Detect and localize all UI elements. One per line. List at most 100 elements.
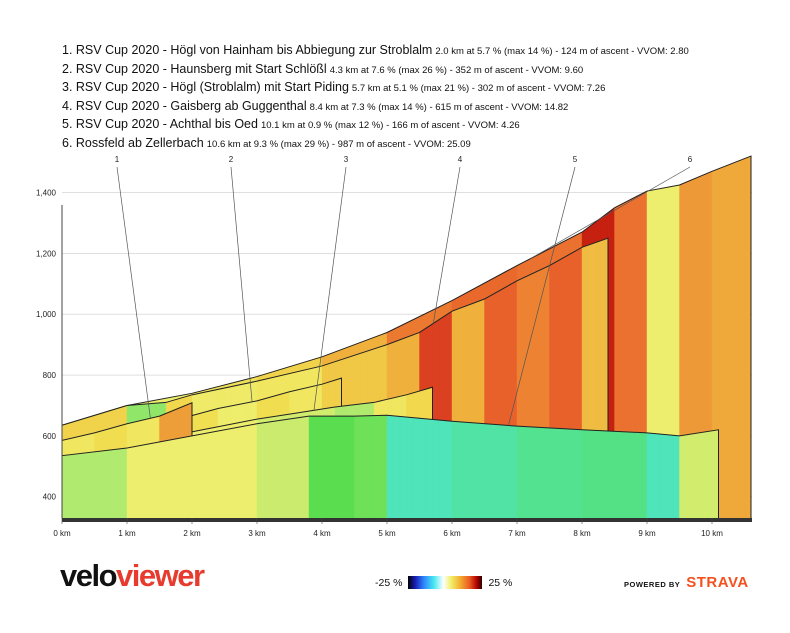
profile-segment	[178, 436, 186, 519]
profile-segment	[419, 418, 427, 519]
profile-segment	[341, 415, 349, 519]
y-tick-label: 1,400	[36, 189, 57, 198]
profile-segment	[575, 429, 583, 519]
strava-logo: STRAVA	[686, 574, 749, 591]
profile-segment	[126, 446, 134, 519]
legend-item-title: 6. Rossfeld ab Zellerbach	[62, 135, 204, 150]
x-tick-label: 6 km	[443, 529, 461, 538]
x-tick-label: 2 km	[183, 529, 201, 538]
profile-segment	[321, 415, 329, 519]
profile-segment	[646, 432, 654, 519]
y-tick-label: 400	[43, 493, 57, 502]
profile-segment	[133, 445, 141, 519]
profile-segment	[464, 422, 472, 519]
profile-segment	[653, 433, 661, 519]
x-tick-label: 4 km	[313, 529, 331, 538]
leader-line	[432, 166, 461, 324]
legend-item-title: 1. RSV Cup 2020 - Högl von Hainham bis A…	[62, 43, 433, 57]
profile-segment	[731, 160, 739, 519]
profile-segment	[152, 441, 160, 519]
legend-list: 1. RSV Cup 2020 - Högl von Hainham bis A…	[62, 42, 689, 153]
profile-segment	[445, 420, 453, 519]
profile-segment	[568, 428, 576, 519]
profile-segment	[711, 429, 719, 519]
scale-max-label: 25 %	[488, 576, 513, 589]
y-tick-label: 800	[43, 371, 57, 380]
profile-segment	[217, 429, 225, 519]
legend-item-title: 4. RSV Cup 2020 - Gaisberg ab Guggenthal	[62, 98, 307, 113]
legend-item-stats: 8.4 km at 7.3 % (max 14 %) - 615 m of as…	[309, 101, 569, 113]
profile-segment	[256, 422, 264, 519]
x-tick-label: 9 km	[638, 529, 656, 538]
profile-segment	[438, 419, 446, 519]
profile-segment	[529, 426, 537, 519]
profile-segment	[497, 424, 505, 519]
profile-segment	[523, 426, 531, 519]
veloviewer-logo: veloviewer	[60, 558, 205, 593]
profile-5	[61, 414, 719, 519]
profile-segment	[536, 427, 544, 519]
profile-segment	[516, 425, 524, 519]
profile-segment	[627, 431, 635, 519]
legend-item: 6. Rossfeld ab Zellerbach 10.6 km at 9.3 …	[62, 135, 689, 154]
y-tick-label: 1,200	[36, 249, 57, 258]
x-tick-label: 0 km	[53, 529, 71, 538]
profile-segment	[484, 423, 492, 519]
series-index-label: 6	[688, 155, 693, 164]
scale-min-label: -25 %	[375, 576, 403, 589]
profile-segment	[724, 163, 732, 519]
profile-segment	[68, 453, 76, 519]
profile-segment	[204, 431, 212, 519]
profile-segment	[191, 434, 199, 519]
profile-segment	[295, 416, 303, 519]
profile-segment	[211, 430, 219, 519]
profile-segment	[237, 425, 245, 519]
profile-segment	[100, 450, 108, 519]
profile-segment	[282, 418, 290, 519]
x-tick-label: 7 km	[508, 529, 526, 538]
legend-item-title: 3. RSV Cup 2020 - Högl (Stroblalm) mit S…	[62, 80, 349, 94]
profile-segment	[425, 418, 433, 519]
profile-segment	[555, 428, 563, 519]
profile-segment	[185, 435, 193, 519]
profile-segment	[113, 448, 121, 519]
profile-segment	[594, 430, 602, 519]
legend-item: 5. RSV Cup 2020 - Achthal bis Oed 10.1 km…	[62, 116, 689, 135]
profile-segment	[633, 432, 641, 519]
gradient-scale: -25 % 25 %	[375, 576, 512, 589]
profile-segment	[172, 438, 180, 519]
x-tick-label: 1 km	[118, 529, 136, 538]
profile-segment	[588, 429, 596, 519]
profile-segment	[705, 430, 713, 519]
legend-item: 1. RSV Cup 2020 - Högl von Hainham bis A…	[62, 42, 689, 61]
leader-line	[313, 166, 347, 411]
powered-by-strava: POWERED BY STRAVA	[624, 574, 749, 591]
profile-segment	[380, 414, 388, 519]
profile-segment	[315, 415, 323, 519]
profile-segment	[198, 433, 206, 519]
profile-segment	[718, 165, 726, 519]
profile-segment	[581, 429, 589, 519]
profile-segment	[94, 450, 102, 519]
profile-segment	[549, 427, 557, 519]
profile-segment	[451, 421, 459, 519]
legend-item-title: 2. RSV Cup 2020 - Haunsberg mit Start Sc…	[62, 61, 327, 76]
profile-segment	[737, 158, 745, 519]
profile-segment	[81, 452, 89, 519]
profile-segment	[562, 428, 570, 519]
profile-segment	[146, 442, 154, 519]
profile-segment	[477, 423, 485, 519]
profile-segment	[640, 432, 648, 519]
profile-segment	[744, 155, 752, 519]
profile-segment	[503, 424, 511, 519]
profile-segment	[412, 417, 420, 519]
x-tick-label: 10 km	[701, 529, 723, 538]
profile-segment	[224, 428, 232, 519]
profile-segment	[386, 414, 394, 519]
profile-segment	[672, 435, 680, 519]
profile-segment	[230, 427, 238, 519]
profile-segment	[698, 431, 706, 519]
profile-segment	[406, 416, 414, 519]
profile-segment	[471, 422, 479, 519]
